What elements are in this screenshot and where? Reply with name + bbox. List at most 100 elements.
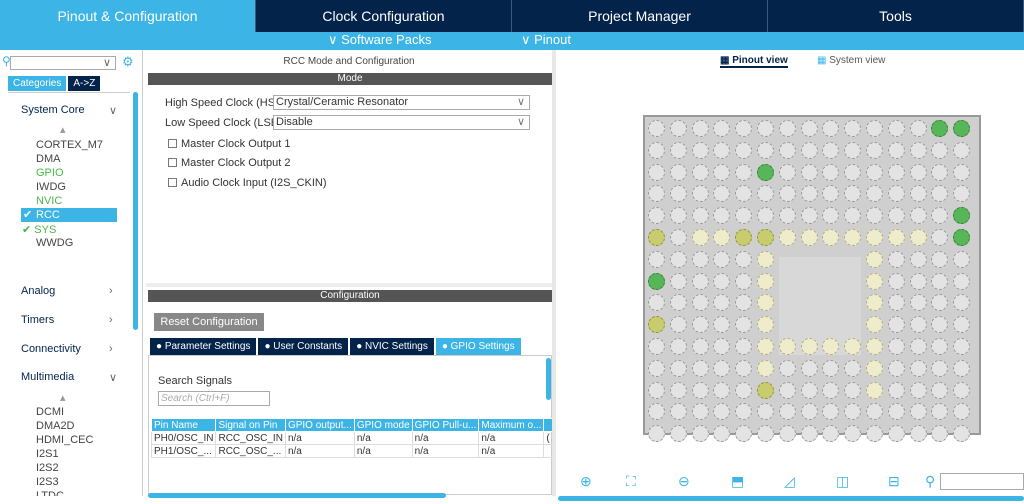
category-multimedia[interactable]: Multimedia ∨ xyxy=(21,371,118,384)
pin[interactable] xyxy=(822,425,840,443)
pin[interactable] xyxy=(757,207,774,225)
list-item[interactable]: CORTEX_M7 xyxy=(36,139,104,151)
software-packs-menu[interactable]: ∨ Software Packs xyxy=(328,32,432,47)
pin[interactable] xyxy=(691,120,709,137)
pin[interactable] xyxy=(669,141,687,159)
list-item[interactable]: HDMI_CEC xyxy=(36,434,94,446)
pin[interactable] xyxy=(648,229,665,246)
pin[interactable] xyxy=(713,403,731,421)
pin[interactable] xyxy=(844,338,862,355)
pin[interactable] xyxy=(866,141,883,159)
pin[interactable] xyxy=(669,425,687,443)
pin[interactable] xyxy=(648,185,665,203)
pin[interactable] xyxy=(887,359,905,377)
pin[interactable] xyxy=(931,207,949,225)
pin[interactable] xyxy=(713,120,731,137)
pin[interactable] xyxy=(866,185,883,203)
column-header[interactable]: Maximum o... xyxy=(478,418,545,432)
pin[interactable] xyxy=(909,250,927,268)
pin[interactable] xyxy=(866,272,883,290)
pin[interactable] xyxy=(778,425,796,443)
pin[interactable] xyxy=(691,163,709,181)
pin[interactable] xyxy=(909,185,927,203)
pin[interactable] xyxy=(735,141,753,159)
reset-configuration-button[interactable]: Reset Configuration xyxy=(154,313,264,331)
pin[interactable] xyxy=(909,425,927,443)
list-item[interactable]: LTDC xyxy=(36,490,64,496)
pin[interactable] xyxy=(669,185,687,203)
pin[interactable] xyxy=(953,294,971,312)
pin[interactable] xyxy=(909,272,927,290)
pin[interactable] xyxy=(800,120,818,137)
pin[interactable] xyxy=(735,316,753,334)
pin[interactable] xyxy=(844,163,862,181)
pin[interactable] xyxy=(909,229,927,246)
pin[interactable] xyxy=(887,250,905,268)
tab-tools[interactable]: Tools xyxy=(768,0,1024,32)
pin[interactable] xyxy=(887,229,905,246)
pin[interactable] xyxy=(953,229,971,246)
pin[interactable] xyxy=(953,403,971,421)
pin[interactable] xyxy=(713,338,731,355)
pin[interactable] xyxy=(691,359,709,377)
column-header[interactable]: GPIO mode xyxy=(353,418,413,432)
pin[interactable] xyxy=(691,294,709,312)
pin[interactable] xyxy=(822,141,840,159)
pin[interactable] xyxy=(778,207,796,225)
pin[interactable] xyxy=(909,141,927,159)
pin[interactable] xyxy=(909,207,927,225)
search-icon[interactable]: ⚲ xyxy=(925,473,936,489)
pin[interactable] xyxy=(735,272,753,290)
tab-parameter-settings[interactable]: ● Parameter Settings xyxy=(150,338,257,355)
pin[interactable] xyxy=(778,359,796,377)
pin[interactable] xyxy=(800,207,818,225)
pin[interactable] xyxy=(757,120,774,137)
pin[interactable] xyxy=(931,403,949,421)
pin[interactable] xyxy=(953,359,971,377)
rotate-left-icon[interactable]: ◿ xyxy=(784,473,795,489)
pin[interactable] xyxy=(757,316,774,334)
pin[interactable] xyxy=(713,294,731,312)
pin[interactable] xyxy=(887,294,905,312)
pin[interactable] xyxy=(757,272,774,290)
pin[interactable] xyxy=(778,120,796,137)
category-connectivity[interactable]: Connectivity › xyxy=(21,343,113,355)
fit-icon[interactable]: ⛶ xyxy=(626,473,636,489)
pin[interactable] xyxy=(757,425,774,443)
pin[interactable] xyxy=(648,272,665,290)
pin[interactable] xyxy=(735,207,753,225)
category-timers[interactable]: Timers › xyxy=(21,314,113,326)
list-item[interactable]: WWDG xyxy=(36,237,74,249)
pin[interactable] xyxy=(669,338,687,355)
pinout-menu[interactable]: ∨ Pinout xyxy=(521,32,571,47)
pin[interactable] xyxy=(822,120,840,137)
pin[interactable] xyxy=(953,338,971,355)
pin[interactable] xyxy=(669,163,687,181)
pin[interactable] xyxy=(953,272,971,290)
pin[interactable] xyxy=(648,403,665,421)
pin[interactable] xyxy=(866,381,883,399)
pin[interactable] xyxy=(800,229,818,246)
pin[interactable] xyxy=(931,359,949,377)
pin[interactable] xyxy=(713,316,731,334)
pin[interactable] xyxy=(669,294,687,312)
pin[interactable] xyxy=(691,425,709,443)
pin[interactable] xyxy=(887,163,905,181)
list-item[interactable]: DMA xyxy=(36,153,61,165)
category-system-core[interactable]: System Core ∨ xyxy=(21,104,118,117)
pin[interactable] xyxy=(909,338,927,355)
pin[interactable] xyxy=(931,316,949,334)
pin[interactable] xyxy=(669,403,687,421)
list-item[interactable]: IWDG xyxy=(36,181,66,193)
pin[interactable] xyxy=(931,141,949,159)
tab-nvic-settings[interactable]: ● NVIC Settings xyxy=(350,338,434,355)
pin[interactable] xyxy=(800,425,818,443)
pin[interactable] xyxy=(866,120,883,137)
pin[interactable] xyxy=(757,163,774,181)
tab-gpio-settings[interactable]: ● GPIO Settings xyxy=(435,338,521,355)
pin[interactable] xyxy=(648,120,665,137)
list-item[interactable]: DMA2D xyxy=(36,420,75,432)
gear-icon[interactable]: ⚙ xyxy=(122,54,134,69)
pin[interactable] xyxy=(866,207,883,225)
pin[interactable] xyxy=(844,229,862,246)
